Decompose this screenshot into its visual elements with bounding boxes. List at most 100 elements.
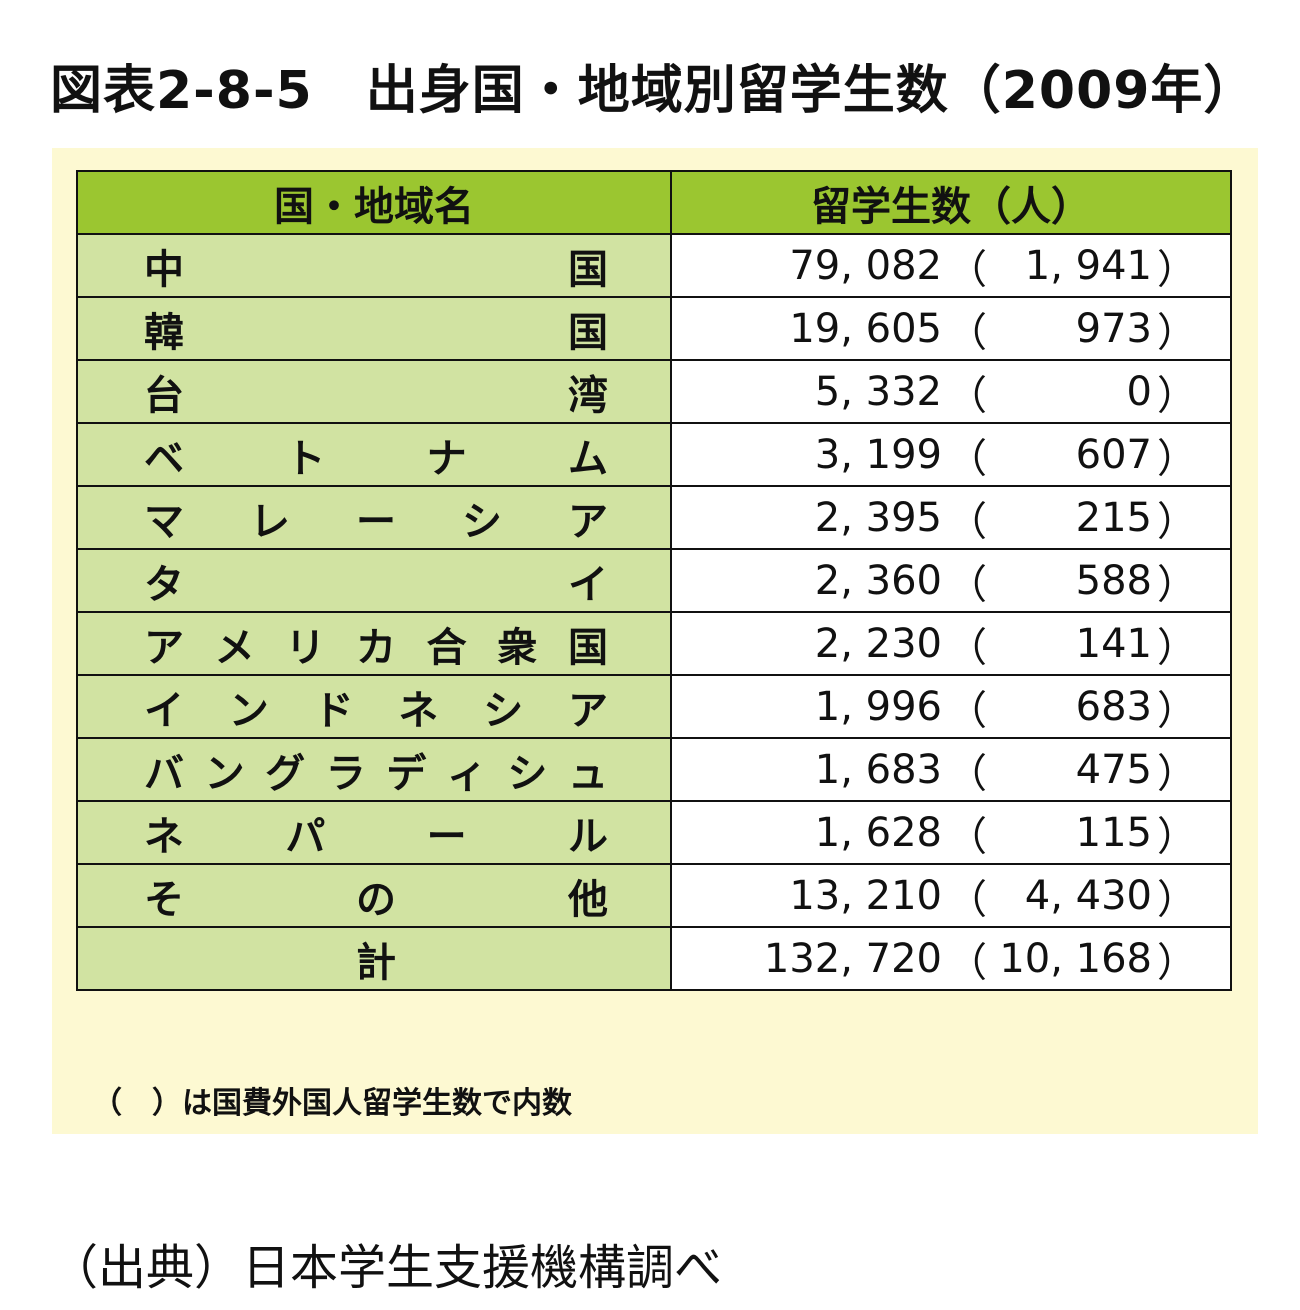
table-row: バングラディシュ 1, 683 （ 475） bbox=[76, 737, 1232, 802]
government-scholarship-students: 4, 430 bbox=[1024, 872, 1152, 919]
country-name-char: ト bbox=[285, 435, 326, 482]
government-scholarship-students: 115 bbox=[1075, 809, 1152, 856]
total-students: 13, 210 bbox=[789, 872, 942, 919]
country-name-char: シ bbox=[462, 498, 502, 545]
student-count-cell: 1, 683 （ 475） bbox=[670, 737, 1232, 802]
government-scholarship-students: 607 bbox=[1075, 431, 1152, 478]
country-name-cell: ネパール bbox=[76, 800, 672, 865]
total-students: 3, 199 bbox=[814, 431, 942, 478]
student-count-cell: 3, 199 （ 607） bbox=[670, 422, 1232, 487]
government-scholarship-students: 10, 168 bbox=[999, 935, 1152, 982]
country-name-char: 中 bbox=[144, 246, 184, 293]
student-count-cell: 79, 082 （ 1, 941） bbox=[670, 233, 1232, 298]
country-name-cell: 韓国 bbox=[76, 296, 672, 361]
country-name-char: 衆 bbox=[497, 624, 538, 671]
country-name-cell: ベトナム bbox=[76, 422, 672, 487]
open-paren: （ bbox=[947, 372, 987, 419]
country-name-char: ネ bbox=[398, 687, 439, 734]
open-paren: （ bbox=[947, 687, 987, 734]
government-scholarship-students: 683 bbox=[1075, 683, 1152, 730]
country-name-char: メ bbox=[214, 624, 255, 671]
table-row: 計 132, 720 （ 10, 168） bbox=[76, 926, 1232, 991]
total-students: 19, 605 bbox=[789, 305, 942, 352]
open-paren: （ bbox=[947, 939, 987, 986]
government-scholarship-students: 588 bbox=[1075, 557, 1152, 604]
government-scholarship-students: 973 bbox=[1075, 305, 1152, 352]
country-name-cell: インドネシア bbox=[76, 674, 672, 739]
country-name-char: 台 bbox=[144, 372, 184, 419]
country-name-cell: 台湾 bbox=[76, 359, 672, 424]
country-name-char: 韓 bbox=[144, 309, 184, 356]
country-name-char: 湾 bbox=[568, 372, 608, 419]
table-row: 台湾 5, 332 （0） bbox=[76, 359, 1232, 424]
country-name-char: イ bbox=[144, 687, 184, 734]
total-students: 1, 996 bbox=[814, 683, 942, 730]
table-note: （ ）は国費外国人留学生数で内数 bbox=[92, 1086, 572, 1121]
country-name-char: そ bbox=[144, 876, 184, 923]
country-name-char: ィ bbox=[446, 750, 487, 797]
country-name-char: シ bbox=[483, 687, 524, 734]
country-name-char: ア bbox=[568, 498, 608, 545]
total-students: 2, 360 bbox=[814, 557, 942, 604]
country-name-cell: タイ bbox=[76, 548, 672, 613]
student-count-cell: 1, 628 （ 115） bbox=[670, 800, 1232, 865]
close-paren: ） bbox=[1157, 624, 1197, 671]
open-paren: （ bbox=[947, 246, 987, 293]
country-name-char: 他 bbox=[568, 876, 608, 923]
open-paren: （ bbox=[947, 624, 987, 671]
country-name-char: ン bbox=[228, 687, 269, 734]
open-paren: （ bbox=[947, 876, 987, 923]
table-row: 韓国 19, 605 （ 973） bbox=[76, 296, 1232, 361]
country-name-char: 国 bbox=[567, 624, 608, 671]
table-row: ネ パ ー ル 1, 628 （ 115） bbox=[76, 800, 1232, 865]
country-name-char: の bbox=[356, 876, 396, 923]
student-count-cell: 2, 360 （ 588） bbox=[670, 548, 1232, 613]
close-paren: ） bbox=[1157, 939, 1197, 986]
country-name-cell: 計 bbox=[76, 926, 672, 991]
country-name-char: ネ bbox=[144, 813, 184, 860]
student-count-cell: 19, 605 （ 973） bbox=[670, 296, 1232, 361]
students-table: 国・地域名 留学生数（人） 中国 79, 082 （1, 941）韓国 19, 605… bbox=[76, 170, 1232, 991]
country-name-char: ー bbox=[356, 498, 396, 545]
table-header-row: 国・地域名 留学生数（人） bbox=[76, 170, 1232, 235]
country-name-char: ュ bbox=[567, 750, 608, 797]
total-students: 132, 720 bbox=[763, 935, 942, 982]
country-name-char: カ bbox=[355, 624, 396, 671]
close-paren: ） bbox=[1157, 309, 1197, 356]
country-name-char: レ bbox=[250, 498, 290, 545]
country-name-char: ル bbox=[567, 813, 608, 860]
total-students: 2, 395 bbox=[814, 494, 942, 541]
total-students: 1, 683 bbox=[814, 746, 942, 793]
close-paren: ） bbox=[1157, 435, 1197, 482]
country-name-char: イ bbox=[568, 561, 608, 608]
country-name-char: マ bbox=[144, 498, 184, 545]
header-country: 国・地域名 bbox=[76, 170, 672, 235]
close-paren: ） bbox=[1157, 246, 1197, 293]
country-name-char: タ bbox=[144, 561, 184, 608]
government-scholarship-students: 475 bbox=[1075, 746, 1152, 793]
country-name-char: 合 bbox=[426, 624, 467, 671]
student-count-cell: 2, 395 （ 215） bbox=[670, 485, 1232, 550]
country-name-char: ナ bbox=[426, 435, 467, 482]
total-students: 5, 332 bbox=[814, 368, 942, 415]
country-name-char: グ bbox=[265, 750, 306, 797]
close-paren: ） bbox=[1157, 813, 1197, 860]
student-count-cell: 2, 230 （ 141） bbox=[670, 611, 1232, 676]
header-students: 留学生数（人） bbox=[670, 170, 1232, 235]
table-row: ベ ト ナ ム 3, 199 （ 607） bbox=[76, 422, 1232, 487]
country-name-cell: アメリカ合衆国 bbox=[76, 611, 672, 676]
table-row: インドネシア 1, 996 （ 683） bbox=[76, 674, 1232, 739]
total-students: 1, 628 bbox=[814, 809, 942, 856]
table-row: タイ 2, 360 （588） bbox=[76, 548, 1232, 613]
government-scholarship-students: 141 bbox=[1075, 620, 1152, 667]
student-count-cell: 1, 996 （ 683） bbox=[670, 674, 1232, 739]
country-name-char: ド bbox=[313, 687, 354, 734]
country-name-char: デ bbox=[386, 750, 427, 797]
open-paren: （ bbox=[947, 309, 987, 356]
total-students: 79, 082 bbox=[789, 242, 942, 289]
government-scholarship-students: 215 bbox=[1075, 494, 1152, 541]
government-scholarship-students: 1, 941 bbox=[1024, 242, 1152, 289]
student-count-cell: 5, 332 （ 0） bbox=[670, 359, 1232, 424]
country-name-cell: その他 bbox=[76, 863, 672, 928]
close-paren: ） bbox=[1157, 876, 1197, 923]
